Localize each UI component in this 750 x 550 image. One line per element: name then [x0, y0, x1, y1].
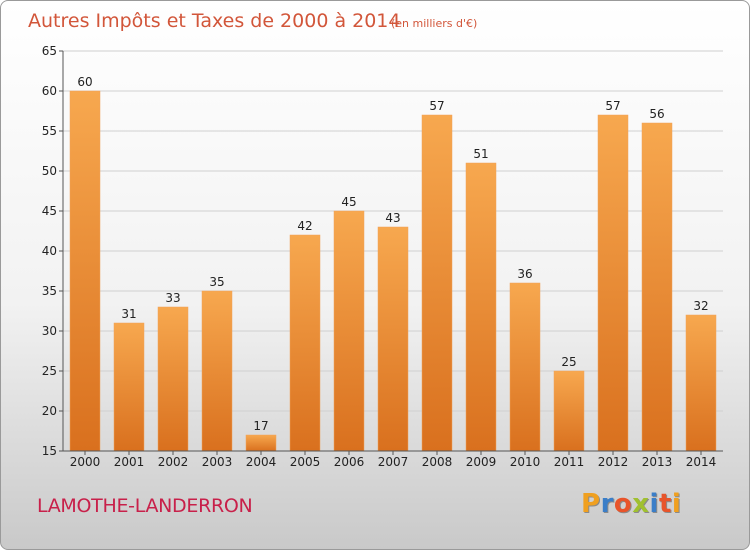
bar-2010 — [509, 282, 541, 452]
value-label-2005: 42 — [297, 219, 312, 233]
proxiti-logo: Proxiti — [581, 489, 681, 519]
bar-2009 — [465, 162, 497, 452]
y-tick-label: 25 — [42, 364, 57, 378]
logo-letter: x — [632, 489, 650, 519]
bar-2003 — [201, 290, 233, 452]
y-tick-label: 60 — [42, 84, 57, 98]
value-label-2007: 43 — [385, 211, 400, 225]
value-label-2009: 51 — [473, 147, 488, 161]
value-label-2012: 57 — [605, 99, 620, 113]
bar-2011 — [553, 370, 585, 452]
x-tick-label-2014: 2014 — [686, 455, 717, 469]
value-label-2010: 36 — [517, 267, 532, 281]
x-tick-label-2004: 2004 — [246, 455, 277, 469]
y-tick-label: 15 — [42, 444, 57, 458]
logo-letter: P — [581, 489, 601, 519]
x-tick-label-2000: 2000 — [70, 455, 101, 469]
x-tick-label-2012: 2012 — [598, 455, 629, 469]
value-label-2014: 32 — [693, 299, 708, 313]
bar-2004 — [245, 434, 277, 452]
logo-letter: i — [649, 489, 659, 519]
bar-2008 — [421, 114, 453, 452]
x-axis-ticks: 2000 2001 2002 2003 2004 2005 2006 2007 2008 2009… — [70, 451, 717, 469]
y-axis-ticks: 15 20 25 30 35 40 45 50 55 60 65 — [42, 44, 63, 458]
bar-2006 — [333, 210, 365, 452]
x-tick-label-2011: 2011 — [554, 455, 585, 469]
x-tick-label-2003: 2003 — [202, 455, 233, 469]
value-label-2004: 17 — [253, 419, 268, 433]
y-tick-label: 50 — [42, 164, 57, 178]
value-label-2008: 57 — [429, 99, 444, 113]
chart-title: Autres Impôts et Taxes de 2000 à 2014 — [28, 10, 401, 32]
x-tick-label-2009: 2009 — [466, 455, 497, 469]
x-tick-label-2001: 2001 — [114, 455, 145, 469]
bar-2013 — [641, 122, 673, 452]
chart-unit-note: (en milliers d'€) — [391, 17, 477, 30]
x-tick-label-2006: 2006 — [334, 455, 365, 469]
y-tick-label: 65 — [42, 44, 57, 58]
axes — [62, 51, 723, 452]
bars — [69, 90, 717, 452]
y-tick-label: 20 — [42, 404, 57, 418]
value-label-2003: 35 — [209, 275, 224, 289]
value-label-2001: 31 — [121, 307, 136, 321]
x-tick-label-2002: 2002 — [158, 455, 189, 469]
x-tick-label-2008: 2008 — [422, 455, 453, 469]
x-tick-label-2005: 2005 — [290, 455, 321, 469]
bar-2002 — [157, 306, 189, 452]
y-tick-label: 35 — [42, 284, 57, 298]
x-tick-label-2007: 2007 — [378, 455, 409, 469]
city-name: LAMOTHE-LANDERRON — [37, 495, 253, 517]
y-tick-label: 30 — [42, 324, 57, 338]
logo-letter: r — [600, 489, 614, 519]
bar-2007 — [377, 226, 409, 452]
value-label-2002: 33 — [165, 291, 180, 305]
y-tick-label: 40 — [42, 244, 57, 258]
y-tick-label: 45 — [42, 204, 57, 218]
bar-2014 — [685, 314, 717, 452]
bar-2001 — [113, 322, 145, 452]
logo-letter: t — [658, 489, 672, 519]
logo-letter: o — [613, 489, 633, 519]
bar-2012 — [597, 114, 629, 452]
logo-letter: i — [671, 489, 682, 519]
bar-2005 — [289, 234, 321, 452]
value-label-2000: 60 — [77, 75, 92, 89]
value-label-2006: 45 — [341, 195, 356, 209]
value-label-2013: 56 — [649, 107, 664, 121]
x-tick-label-2013: 2013 — [642, 455, 673, 469]
value-label-2011: 25 — [561, 355, 576, 369]
bar-value-labels: 60 31 33 35 17 42 45 43 57 51 36 25 57 56 32 — [77, 75, 708, 433]
bar-2000 — [69, 90, 101, 452]
x-tick-label-2010: 2010 — [510, 455, 541, 469]
y-tick-label: 55 — [42, 124, 57, 138]
